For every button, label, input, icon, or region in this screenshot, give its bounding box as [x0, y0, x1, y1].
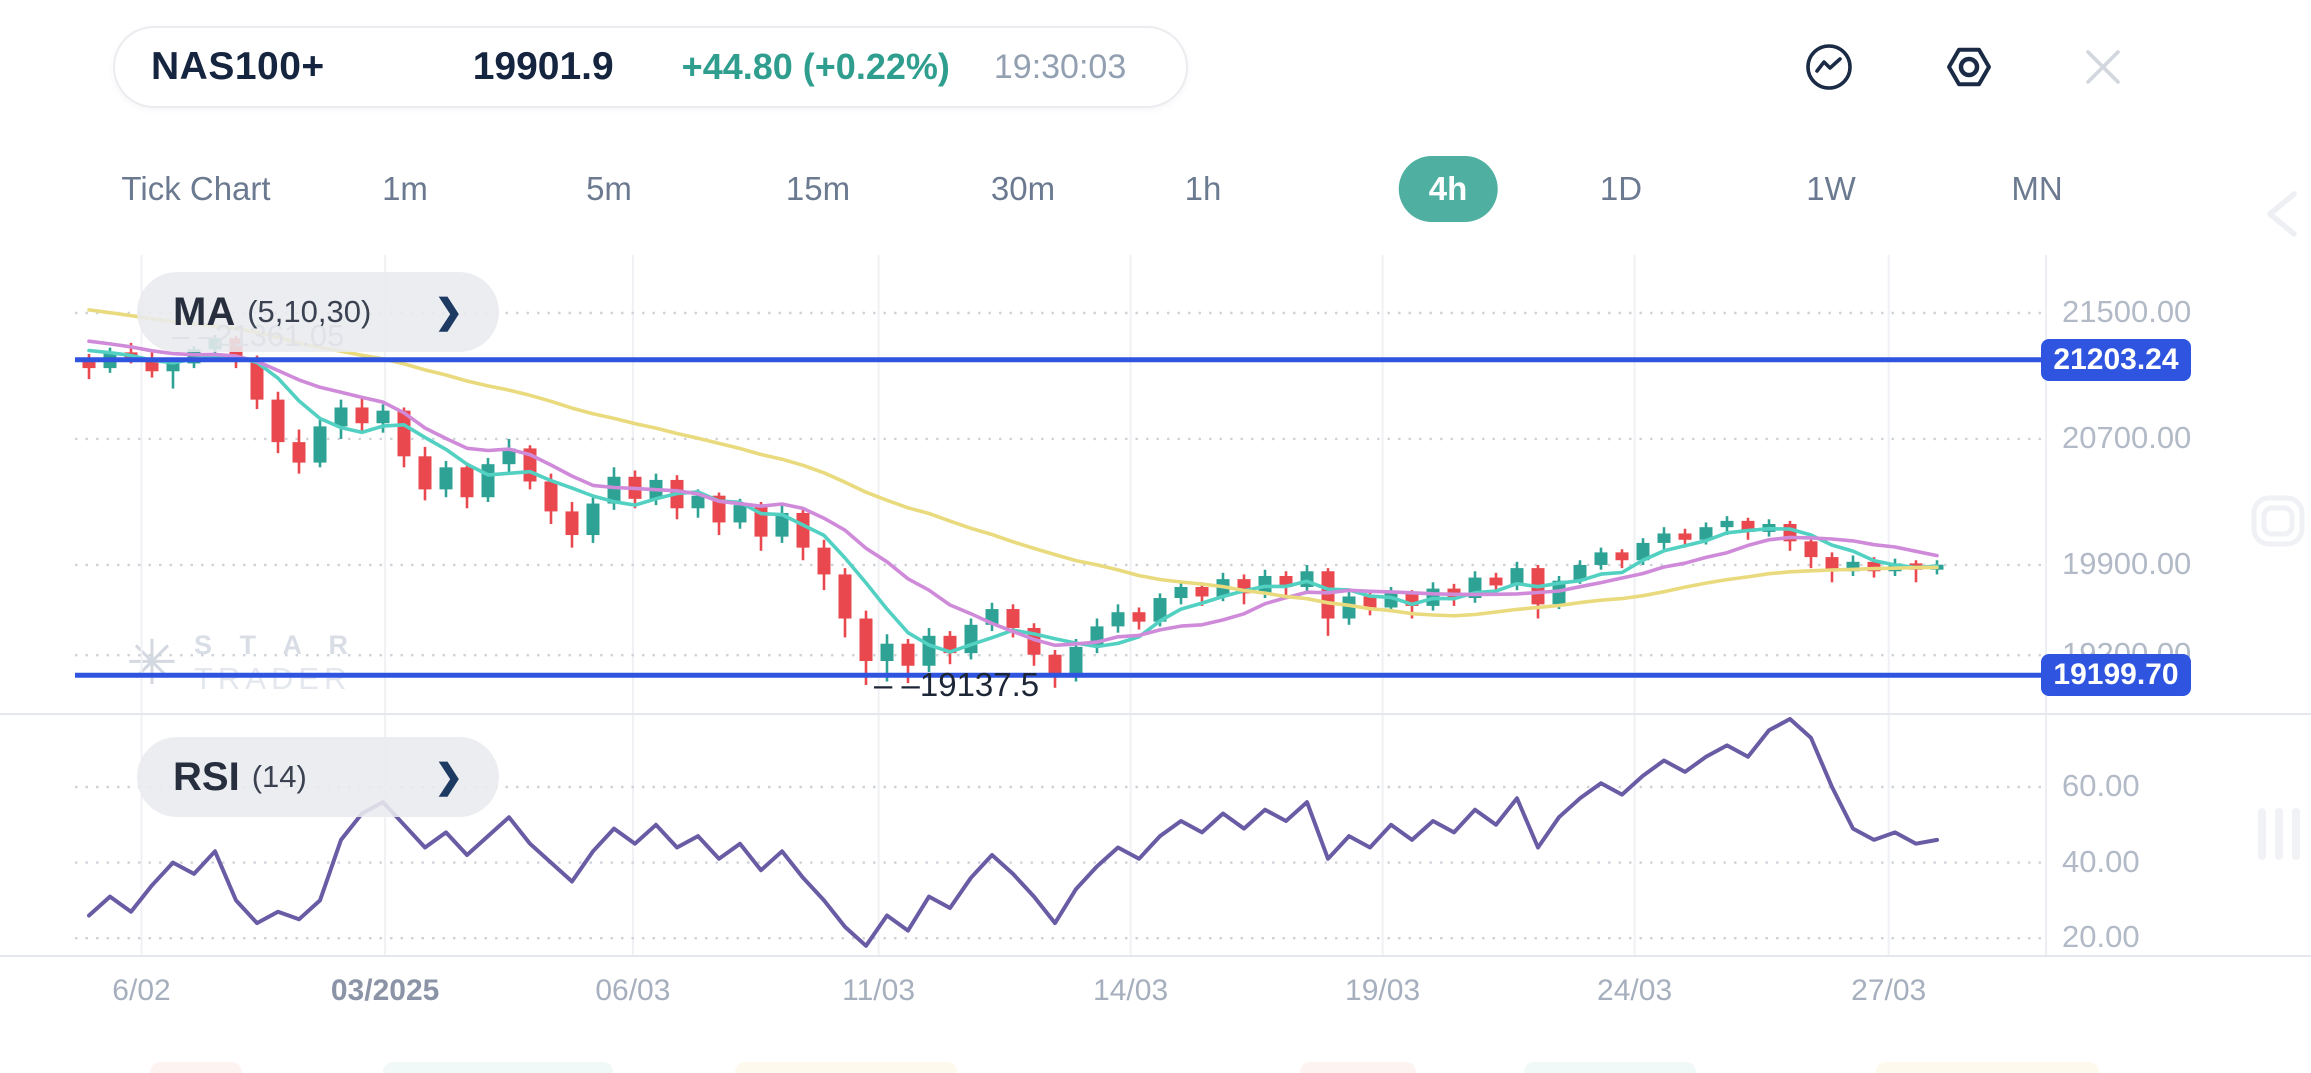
rsi-axis-label: 40.00: [2062, 843, 2140, 879]
price-level-badge-lower[interactable]: 19199.70: [2041, 654, 2191, 697]
chevron-right-icon: ❯: [434, 293, 464, 331]
price-change: +44.80 (+0.22%): [681, 46, 950, 87]
watermark-line1: S T A R: [193, 630, 358, 660]
symbol-info-pill[interactable]: NAS100+ 19901.9 +44.80 (+0.22%) 19:30:03: [113, 26, 1188, 108]
chevron-right-icon: ❯: [434, 758, 464, 796]
x-axis-label: 24/03: [1597, 974, 1673, 1007]
ma-indicator-button[interactable]: MA (5,10,30) ❯: [137, 272, 499, 352]
draw-tool-icon[interactable]: [2248, 493, 2308, 549]
tab-1m[interactable]: 1m: [382, 170, 428, 207]
cutoff-button-strip: [0, 1060, 2311, 1073]
chart-pulse-icon[interactable]: [1803, 41, 1855, 93]
rsi-axis-label: 20.00: [2062, 919, 2140, 955]
watermark: ✳ S T A R TRADER: [126, 630, 358, 697]
symbol-name: NAS100+: [151, 45, 325, 88]
x-axis-label: 27/03: [1851, 974, 1927, 1007]
price-axis-label: 21500.00: [2062, 294, 2192, 329]
cutoff-button: [1524, 1062, 1696, 1073]
tab-1d[interactable]: 1D: [1599, 170, 1643, 207]
tab-1h[interactable]: 1h: [1184, 170, 1222, 207]
timeframe-tabs: Tick Chart 1m 5m 15m 30m 1h 4h 1D 1W MN: [0, 156, 2311, 222]
x-axis-label: 03/2025: [330, 974, 440, 1007]
panel-collapse-chevron-icon[interactable]: [2258, 188, 2306, 240]
server-time: 19:30:03: [993, 47, 1127, 86]
rsi-indicator-name: RSI: [173, 754, 240, 799]
tab-1w[interactable]: 1W: [1806, 170, 1856, 207]
price-axis-label: 19900.00: [2062, 545, 2192, 581]
close-icon[interactable]: [2079, 43, 2127, 91]
x-axis-label: 14/03: [1093, 974, 1169, 1007]
x-axis-label: 6/02: [112, 974, 171, 1007]
low-price-annotation: – –19137.5: [874, 666, 1040, 703]
settings-gear-icon[interactable]: [1943, 41, 1995, 93]
tab-5m[interactable]: 5m: [586, 170, 632, 207]
star-logo-icon: ✳: [126, 628, 178, 698]
cutoff-button: [150, 1062, 242, 1073]
tab-mn[interactable]: MN: [2011, 170, 2063, 207]
rsi-indicator-button[interactable]: RSI (14) ❯: [137, 737, 499, 817]
price-level-badge-upper[interactable]: 21203.24: [2041, 338, 2191, 381]
cutoff-button: [735, 1062, 957, 1073]
rsi-axis-label: 60.00: [2062, 768, 2140, 803]
tab-30m[interactable]: 30m: [990, 170, 1056, 207]
price-axis-label: 20700.00: [2062, 419, 2192, 455]
x-axis-label: 11/03: [842, 974, 916, 1007]
tab-15m[interactable]: 15m: [785, 170, 851, 207]
rsi-indicator-params: (14): [251, 759, 307, 794]
ma-indicator-name: MA: [173, 289, 236, 334]
cutoff-button: [1876, 1062, 2099, 1073]
cutoff-button: [383, 1062, 613, 1073]
current-price: 19901.9: [472, 45, 614, 88]
watermark-line2: TRADER: [193, 661, 352, 696]
cutoff-button: [1300, 1062, 1416, 1073]
x-axis-label: 19/03: [1345, 974, 1421, 1007]
ma-indicator-params: (5,10,30): [247, 294, 372, 329]
tab-4h[interactable]: 4h: [1398, 156, 1498, 222]
x-axis-label: 06/03: [595, 974, 671, 1007]
tab-tick-chart[interactable]: Tick Chart: [121, 170, 271, 207]
tools-drawer-handle-icon[interactable]: [2252, 804, 2308, 864]
